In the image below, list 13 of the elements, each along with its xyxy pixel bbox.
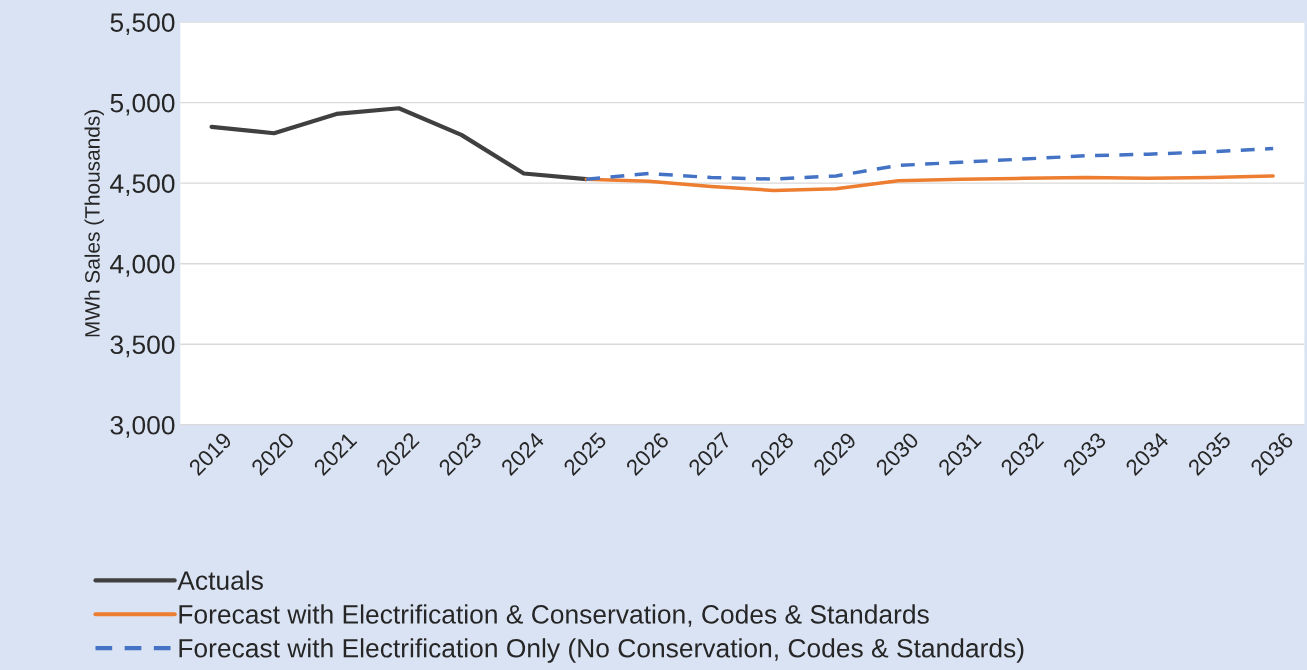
y-tick-label: 4,000	[110, 254, 175, 277]
y-tick-label: 3,000	[110, 415, 175, 438]
line-series	[209, 106, 589, 182]
legend-label: Forecast with Electrification Only (No Conservation, Codes & Standards)	[179, 638, 1024, 663]
y-tick-label: 4,500	[110, 174, 175, 197]
legend-label: Forecast with Electrification & Conservation, Codes & Standards	[179, 604, 929, 627]
line-series	[584, 174, 1275, 193]
y-tick-label: 5,500	[110, 13, 175, 36]
line-series	[584, 146, 1275, 181]
y-tick-label: 5,000	[110, 93, 175, 116]
y-axis-title: MWh Sales (Thousands)	[84, 110, 104, 337]
legend-label: Actuals	[177, 570, 263, 590]
y-tick-label: 3,500	[110, 335, 175, 358]
